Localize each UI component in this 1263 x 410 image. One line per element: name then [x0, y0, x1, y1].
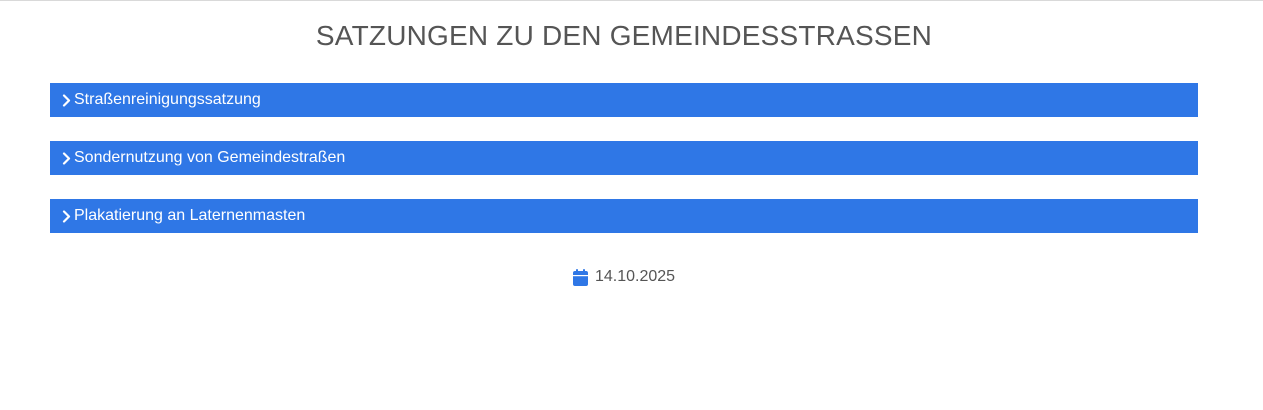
chevron-right-icon — [61, 93, 71, 107]
top-divider — [0, 0, 1263, 1]
date-text: 14.10.2025 — [594, 268, 676, 285]
accordion-item-strassenreinigungssatzung[interactable]: Straßenreinigungssatzung — [50, 83, 1198, 117]
accordion: Straßenreinigungssatzung Sondernutzung v… — [50, 83, 1198, 233]
accordion-item-label: Sondernutzung von Gemeindestraßen — [74, 149, 346, 166]
chevron-right-icon — [61, 151, 71, 165]
publish-date: 14.10.2025 — [0, 266, 1248, 288]
chevron-right-icon — [61, 209, 71, 223]
accordion-item-sondernutzung[interactable]: Sondernutzung von Gemeindestraßen — [50, 141, 1198, 175]
calendar-icon — [572, 268, 588, 286]
page-title: SATZUNGEN ZU DEN GEMEINDESSTRASSEN — [315, 20, 933, 51]
accordion-item-label: Straßenreinigungssatzung — [74, 91, 261, 108]
accordion-item-plakatierung[interactable]: Plakatierung an Laternenmasten — [50, 199, 1198, 233]
accordion-item-label: Plakatierung an Laternenmasten — [74, 207, 306, 224]
